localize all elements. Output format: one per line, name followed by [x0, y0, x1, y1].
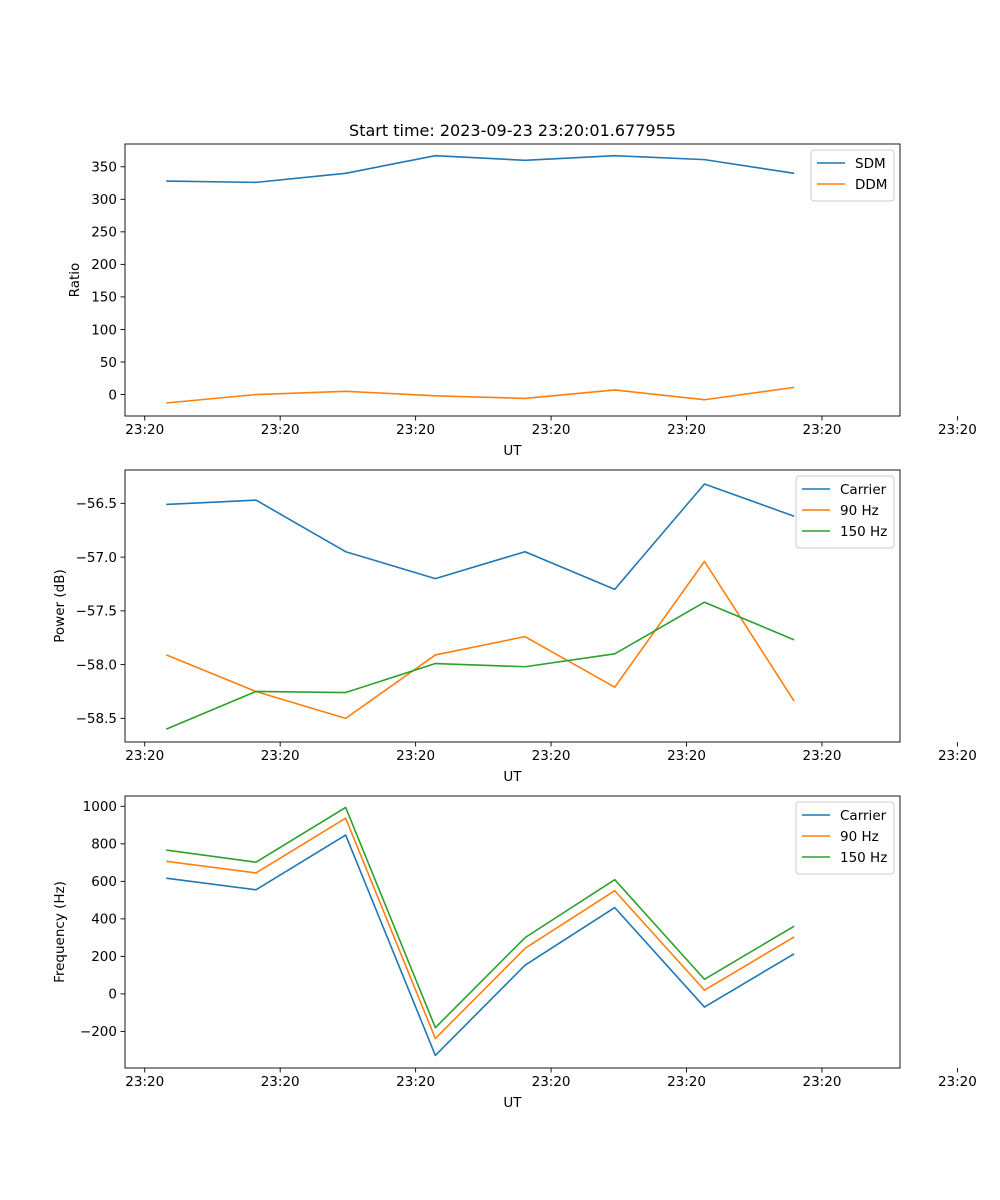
y-tick-label: −57.5 — [76, 604, 117, 620]
y-tick-label: 0 — [108, 387, 117, 403]
legend: SDM DDM — [810, 149, 895, 202]
legend-box — [795, 475, 895, 549]
y-tick-label: 1000 — [83, 799, 117, 815]
x-tick-label: 23:20 — [938, 422, 977, 438]
legend-entry-label: SDM — [855, 156, 886, 172]
y-tick-label: 150 — [91, 290, 117, 306]
y-axis-label: Frequency (Hz) — [52, 881, 68, 983]
y-tick-label: 800 — [91, 837, 117, 853]
x-tick-label: 23:20 — [396, 1074, 435, 1090]
series-line-90-hz — [165, 560, 795, 720]
x-tick-label: 23:20 — [532, 748, 571, 764]
x-axis-label: UT — [503, 443, 522, 459]
x-tick-label: 23:20 — [125, 1074, 164, 1090]
y-tick-label: −56.5 — [76, 496, 117, 512]
series-line-150-hz — [165, 601, 795, 730]
y-tick-label: 250 — [91, 225, 117, 241]
y-tick-label: 0 — [108, 987, 117, 1003]
x-tick-label: 23:20 — [667, 422, 706, 438]
y-tick-label: 350 — [91, 160, 117, 176]
y-tick-label: 400 — [91, 912, 117, 928]
series-line-ddm — [166, 386, 795, 404]
x-tick-label: 23:20 — [125, 422, 164, 438]
x-tick-label: 23:20 — [125, 748, 164, 764]
x-tick-label: 23:20 — [532, 1074, 571, 1090]
y-tick-label: 600 — [91, 874, 117, 890]
legend-entry-label: 150 Hz — [840, 524, 887, 540]
x-tick-label: 23:20 — [803, 422, 842, 438]
y-tick-label: −57.0 — [76, 550, 117, 566]
x-tick-label: 23:20 — [667, 748, 706, 764]
legend-entry-label: 90 Hz — [840, 829, 879, 845]
chart-panel-3: 23:20 23:20 23:20 23:20 23:20 23:20 23:20 −200 0… — [52, 795, 977, 1111]
legend-entry-label: 150 Hz — [840, 850, 887, 866]
x-tick-label: 23:20 — [396, 748, 435, 764]
y-tick-label: −58.5 — [76, 711, 117, 727]
series-line-90-hz — [166, 817, 795, 1040]
series-line-carrier — [166, 483, 795, 591]
y-tick-label: 300 — [91, 192, 117, 208]
y-tick-label: 100 — [91, 322, 117, 338]
axes-frame — [124, 795, 901, 1069]
x-axis-label: UT — [503, 769, 522, 785]
series-line-carrier — [166, 834, 795, 1057]
series-line-150-hz — [166, 806, 795, 1029]
x-tick-label: 23:20 — [261, 748, 300, 764]
legend-entry-label: Carrier — [840, 808, 887, 824]
axes-frame — [124, 143, 901, 417]
y-tick-label: 200 — [91, 257, 117, 273]
legend-entry-label: Carrier — [840, 482, 887, 498]
x-tick-label: 23:20 — [803, 1074, 842, 1090]
y-tick-label: 50 — [100, 355, 117, 371]
axes-frame — [124, 469, 901, 743]
x-tick-label: 23:20 — [261, 422, 300, 438]
legend-box — [795, 801, 895, 875]
x-tick-label: 23:20 — [938, 1074, 977, 1090]
legend-entry-label: DDM — [855, 177, 887, 193]
legend: Carrier 90 Hz 150 Hz — [795, 801, 895, 875]
y-tick-label: 200 — [91, 949, 117, 965]
series-line-sdm — [166, 154, 795, 184]
y-tick-label: −58.0 — [76, 657, 117, 673]
x-tick-label: 23:20 — [396, 422, 435, 438]
x-tick-label: 23:20 — [938, 748, 977, 764]
x-tick-label: 23:20 — [532, 422, 571, 438]
x-tick-label: 23:20 — [261, 1074, 300, 1090]
x-tick-label: 23:20 — [667, 1074, 706, 1090]
panels: 23:20 23:20 23:20 23:20 23:20 23:20 23:20 0 50 10… — [52, 143, 977, 1111]
x-tick-label: 23:20 — [803, 748, 842, 764]
x-axis-label: UT — [503, 1095, 522, 1111]
y-axis-label: Power (dB) — [52, 569, 68, 642]
chart-panel-1: 23:20 23:20 23:20 23:20 23:20 23:20 23:20 0 50 10… — [67, 143, 977, 459]
y-axis-label: Ratio — [67, 263, 83, 298]
legend: Carrier 90 Hz 150 Hz — [795, 475, 895, 549]
y-tick-label: −200 — [80, 1024, 117, 1040]
chart-panel-2: 23:20 23:20 23:20 23:20 23:20 23:20 23:20 −58.5… — [52, 469, 977, 785]
legend-entry-label: 90 Hz — [840, 503, 879, 519]
figure-title: Start time: 2023-09-23 23:20:01.677955 — [349, 121, 676, 140]
